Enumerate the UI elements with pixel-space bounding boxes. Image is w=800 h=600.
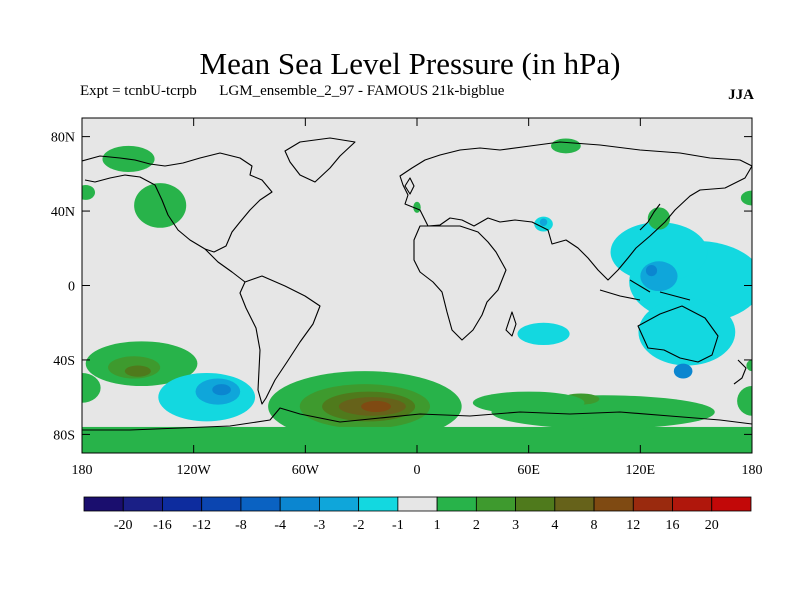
lat-tick-label-2: 0 [68, 280, 75, 295]
lat-tick-label-0: 80N [51, 131, 75, 146]
anomaly-region-19 [737, 386, 752, 416]
anomaly-region-30 [740, 190, 752, 206]
anomaly-region-9 [212, 384, 231, 396]
colorbar-label-5: -3 [314, 518, 326, 533]
colorbar-label-14: 16 [666, 518, 680, 533]
colorbar-label-11: 4 [551, 518, 558, 533]
anomaly-region-1 [82, 185, 96, 200]
colorbar-label-1: -16 [153, 518, 172, 533]
coastline-south-america [239, 275, 321, 405]
anomaly-regions [82, 138, 752, 453]
anomaly-region-28 [539, 218, 548, 226]
axis-ticks: 180 120W 60W 0 60E 120E 180 80N 40N 0 40S 80S [51, 118, 763, 478]
colorbar-swatch-6 [319, 496, 360, 512]
colorbar-swatch-3 [201, 496, 242, 512]
coastline-japan [639, 203, 661, 231]
colorbar-swatch-14 [632, 496, 673, 512]
coastline-africa [413, 225, 507, 341]
colorbar-swatch-0 [83, 496, 124, 512]
colorbar-label-15: 20 [705, 518, 719, 533]
season-label: JJA [728, 87, 754, 103]
colorbar-swatch-9 [436, 496, 477, 512]
lat-tick-label-4: 80S [53, 428, 75, 443]
coastline-central-america [204, 248, 246, 283]
coastline-north-america [82, 152, 273, 253]
lon-tick-label-2: 60W [292, 463, 320, 478]
lon-tick-label-1: 120W [177, 463, 212, 478]
coastline-uk [404, 177, 415, 195]
lat-tick-label-1: 40N [51, 205, 75, 220]
colorbar-label-10: 3 [512, 518, 519, 533]
colorbar: -20 -16 -12 -8 -4 -3 -2 -1 1 2 3 4 8 12 16 20 [83, 496, 752, 533]
colorbar-label-4: -4 [274, 518, 286, 533]
chart-title: Mean Sea Level Pressure (in hPa) [199, 46, 621, 81]
lat-tick-label-3: 40S [53, 354, 75, 369]
coastline-australia [637, 305, 719, 363]
anomaly-region-24 [645, 265, 658, 277]
lon-tick-label-5: 120E [626, 463, 656, 478]
lon-tick-label-6: 180 [742, 463, 763, 478]
anomaly-region-21 [610, 222, 708, 282]
coastline-indonesia [599, 279, 691, 301]
anomaly-region-26 [517, 322, 570, 346]
colorbar-label-12: 8 [591, 518, 598, 533]
anomaly-region-6 [124, 365, 151, 377]
colorbar-swatch-12 [554, 496, 595, 512]
anomaly-region-4 [82, 372, 101, 403]
coastline-madagascar [505, 311, 517, 337]
coastline-antarctica [82, 407, 752, 431]
colorbar-label-6: -2 [353, 518, 365, 533]
anomaly-region-25 [673, 363, 693, 379]
colorbar-swatch-7 [358, 496, 399, 512]
coastlines [82, 137, 752, 431]
colorbar-label-8: 1 [434, 518, 441, 533]
colorbar-label-7: -1 [392, 518, 404, 533]
colorbar-swatch-15 [672, 496, 713, 512]
colorbar-label-3: -8 [235, 518, 247, 533]
anomaly-region-22 [638, 298, 736, 366]
colorbar-swatch-10 [475, 496, 516, 512]
coastline-greenland [284, 137, 356, 183]
coastline-new-zealand [733, 359, 747, 385]
lon-tick-label-0: 180 [72, 463, 93, 478]
lon-tick-label-4: 60E [517, 463, 540, 478]
colorbar-swatch-2 [162, 496, 203, 512]
coastline-eurasia [399, 141, 752, 281]
anomaly-region-2 [134, 183, 187, 228]
experiment-subtitle: Expt = tcnbU-tcrpb LGM_ensemble_2_97 - F… [80, 83, 505, 99]
anomaly-region-18 [472, 391, 585, 414]
colorbar-swatch-11 [515, 496, 556, 512]
colorbar-swatch-16 [711, 496, 752, 512]
colorbar-label-13: 12 [626, 518, 640, 533]
colorbar-label-2: -12 [192, 518, 211, 533]
colorbar-swatch-13 [593, 496, 634, 512]
colorbar-swatch-8 [397, 496, 438, 512]
anomaly-region-23 [640, 261, 678, 292]
lon-tick-label-3: 0 [414, 463, 421, 478]
anomaly-region-14 [361, 400, 391, 413]
anomaly-region-33 [746, 359, 752, 372]
anomaly-region-29 [647, 207, 671, 230]
colorbar-label-0: -20 [114, 518, 133, 533]
colorbar-label-9: 2 [473, 518, 480, 533]
colorbar-swatch-4 [240, 496, 281, 512]
anomaly-region-31 [551, 138, 581, 154]
colorbar-swatch-5 [279, 496, 320, 512]
colorbar-swatch-1 [122, 496, 163, 512]
